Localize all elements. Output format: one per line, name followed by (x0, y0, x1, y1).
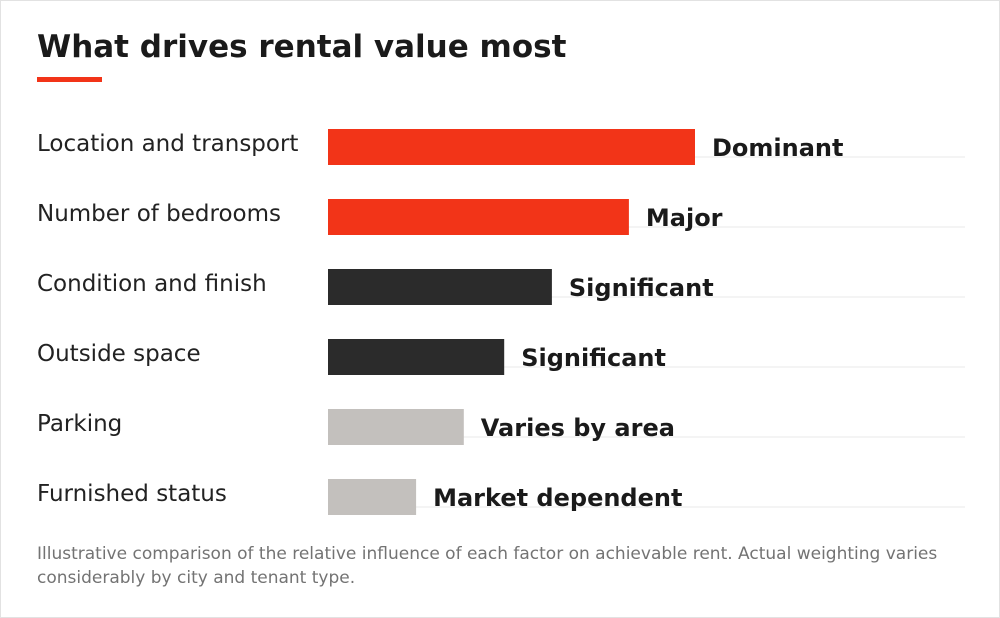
bar-chart: Location and transport Dominant Number of … (37, 129, 965, 515)
bar (328, 199, 629, 235)
value-label: Dominant (712, 134, 843, 162)
title-accent-rule (37, 77, 102, 82)
category-label: Parking (37, 411, 122, 437)
bar (328, 479, 417, 515)
bar (328, 129, 695, 165)
value-label: Major (646, 204, 723, 232)
chart-title: What drives rental value most (37, 29, 567, 65)
category-label: Number of bedrooms (37, 201, 281, 227)
value-label: Significant (521, 344, 666, 372)
bar (328, 269, 552, 305)
category-label: Outside space (37, 341, 201, 367)
category-label: Furnished status (37, 481, 227, 507)
chart-footnote: Illustrative comparison of the relative … (37, 544, 938, 588)
category-label: Location and transport (37, 131, 298, 157)
category-label: Condition and finish (37, 271, 267, 297)
bar (328, 409, 464, 445)
bar (328, 339, 505, 375)
value-label: Market dependent (433, 484, 682, 512)
value-label: Significant (569, 274, 714, 302)
value-label: Varies by area (481, 414, 675, 442)
